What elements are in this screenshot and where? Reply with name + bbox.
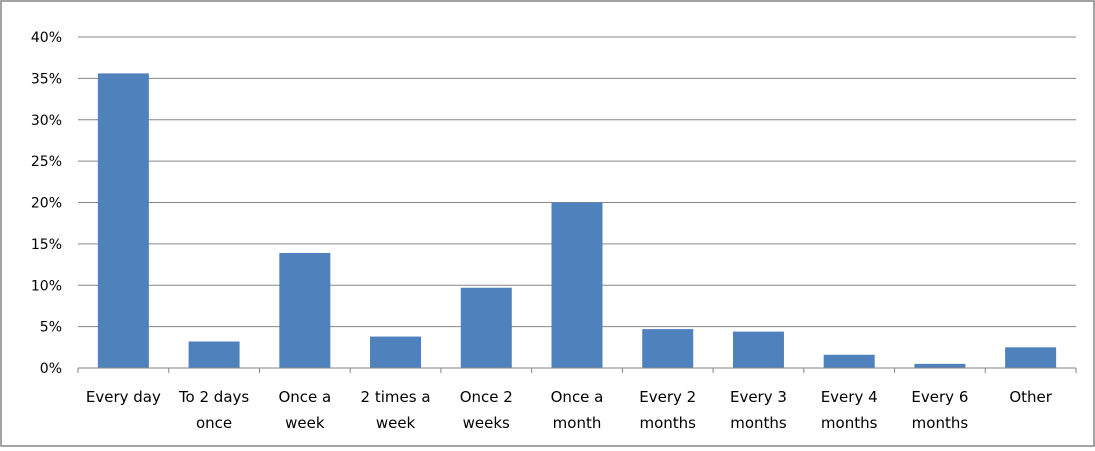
y-tick-label: 25%: [31, 154, 62, 170]
y-tick-label: 10%: [31, 278, 62, 294]
bar: [823, 354, 875, 368]
bar: [97, 73, 149, 368]
bars: [97, 73, 1057, 368]
y-tick-label: 20%: [31, 196, 62, 212]
x-axis: [77, 367, 1077, 373]
x-tick-label: Once a week: [278, 388, 331, 432]
bar: [914, 363, 966, 368]
bar: [188, 341, 240, 368]
x-tick-label: Once a month: [551, 388, 604, 432]
y-tick-label: 15%: [31, 237, 62, 253]
bar: [732, 331, 784, 368]
x-tick-label: Every 3 months: [730, 388, 787, 432]
y-tick-label: 35%: [31, 71, 62, 87]
y-tick-label: 40%: [31, 30, 62, 46]
x-tick-label: Every 6 months: [911, 388, 968, 432]
x-tick-label: Once 2 weeks: [460, 388, 513, 432]
y-tick-label: 5%: [40, 320, 62, 336]
x-tick-label: Every day: [86, 388, 161, 406]
bar: [1005, 347, 1057, 368]
y-axis-tick-labels: 0% 5% 10% 15% 20% 25% 30% 35% 40%: [31, 30, 62, 377]
x-tick-label: Other: [1009, 388, 1052, 406]
bar: [370, 336, 422, 368]
x-axis-tick-labels: Every day To 2 days once Once a week 2 times …: [86, 388, 1053, 432]
bar: [279, 252, 331, 368]
x-tick-label: Every 2 months: [639, 388, 696, 432]
bar: [460, 287, 512, 368]
x-tick-label: Every 4 months: [821, 388, 878, 432]
bar: [551, 202, 603, 368]
bar: [642, 329, 694, 368]
y-tick-label: 0%: [40, 361, 62, 377]
x-tick-label: 2 times a week: [361, 388, 431, 432]
x-tick-label: To 2 days once: [178, 388, 249, 432]
y-tick-label: 30%: [31, 113, 62, 129]
